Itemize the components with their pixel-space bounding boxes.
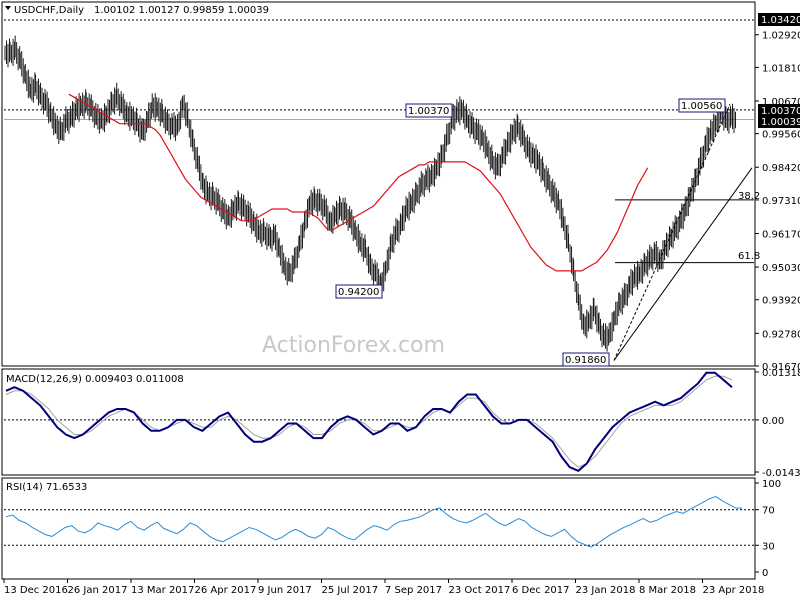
symbol-label: USDCHF,Daily (14, 5, 84, 16)
macd-title: MACD(12,26,9) 0.009403 0.011008 (6, 374, 184, 385)
label-1-00370-left: 1.00370 (405, 103, 453, 118)
time-tick-label: 23 Oct 2017 (449, 585, 511, 596)
flag-box (758, 104, 800, 117)
time-tick-label: 26 Jan 2017 (68, 585, 128, 596)
flag-text: 1.00039 (761, 117, 800, 128)
trendlines (613, 104, 753, 361)
ma-series-line (68, 93, 649, 272)
label-text: 1.00560 (681, 101, 722, 112)
rsi-line (5, 495, 743, 548)
label-0-91860: 0.91860 (562, 352, 610, 367)
watermark: ActionForex.com (262, 333, 445, 358)
ohlc-readout: 1.00102 1.00127 0.99859 1.00039 (94, 5, 269, 16)
time-tick-label: 23 Apr 2018 (703, 585, 765, 596)
price-bars (4, 35, 736, 352)
macd-tick-label: 0.013184 (762, 368, 800, 379)
label-text: 1.00370 (408, 106, 449, 117)
price-tick-label: 0.93920 (762, 296, 800, 307)
time-tick-label: 13 Dec 2016 (4, 585, 68, 596)
price-tick-label: 1.00670 (762, 97, 800, 108)
flag-box (758, 13, 800, 26)
moving-average (68, 93, 649, 272)
flag-1-03420: 1.03420 (758, 13, 800, 26)
flag-box (758, 115, 800, 128)
flag-last-price: 1.00039 (758, 115, 800, 128)
price-tick-label: 0.98420 (762, 163, 800, 174)
rsi-tick-label: 0 (762, 568, 768, 579)
macd-axis: 0.013184 0.00 -0.014339 (4, 368, 800, 479)
macd-tick-label: 0.00 (762, 416, 784, 427)
fib-61-8-label: 61.8 (738, 251, 760, 262)
macd-tick-label: -0.014339 (762, 468, 800, 479)
price-tick-label: 0.92780 (762, 329, 800, 340)
price-tick-label: 0.97310 (762, 196, 800, 207)
rsi-tick-label: 100 (762, 479, 781, 490)
support-trendline (613, 167, 753, 361)
rsi-title: RSI(14) 71.6533 (6, 482, 87, 493)
price-tick-label: 0.91670 (762, 362, 800, 373)
flag-1-00370: 1.00370 (758, 104, 800, 117)
time-axis: 13 Dec 2016 26 Jan 2017 13 Mar 2017 26 Apr … (3, 579, 765, 596)
flag-text: 1.00370 (761, 106, 800, 117)
fib-38-2-label: 38.2 (738, 191, 760, 202)
label-box (562, 352, 610, 367)
time-tick-label: 26 Apr 2017 (195, 585, 257, 596)
rsi-tick-label: 30 (762, 541, 775, 552)
macd-pane-frame (1, 368, 756, 476)
label-text: 0.91860 (565, 355, 606, 366)
price-axis: 1.02920 1.01810 1.00670 0.99560 0.98420 0.973… (755, 31, 800, 373)
time-tick-label: 13 Mar 2017 (131, 585, 194, 596)
price-pane-frame (1, 1, 756, 367)
macd-lines (5, 371, 733, 472)
rsi-series-line (5, 495, 743, 548)
time-tick-label: 6 Dec 2017 (512, 585, 570, 596)
time-tick-label: 8 Mar 2018 (639, 585, 696, 596)
price-tick-label: 0.96170 (762, 229, 800, 240)
price-tick-label: 0.95030 (762, 263, 800, 274)
label-box (678, 98, 726, 113)
time-tick-label: 7 Sep 2017 (385, 585, 442, 596)
price-tick-label: 1.02920 (762, 31, 800, 42)
rsi-tick-label: 70 (762, 506, 775, 517)
price-tick-label: 1.01810 (762, 63, 800, 74)
label-text: 0.94200 (338, 287, 379, 298)
label-box (405, 103, 453, 118)
rsi-axis: 100 70 30 0 (4, 479, 781, 579)
time-tick-label: 25 Jul 2017 (322, 585, 379, 596)
price-tick-label: 0.99560 (762, 130, 800, 141)
label-1-00560: 1.00560 (678, 98, 726, 113)
collapse-triangle-icon[interactable] (5, 6, 11, 10)
flag-text: 1.03420 (761, 15, 800, 26)
macd-line (5, 371, 733, 472)
label-box (335, 284, 383, 299)
time-tick-label: 23 Jan 2018 (576, 585, 636, 596)
rsi-pane-frame (1, 477, 756, 580)
dashed-trendline (613, 104, 731, 361)
time-tick-label: 9 Jun 2017 (258, 585, 312, 596)
label-0-94200: 0.94200 (335, 284, 383, 299)
